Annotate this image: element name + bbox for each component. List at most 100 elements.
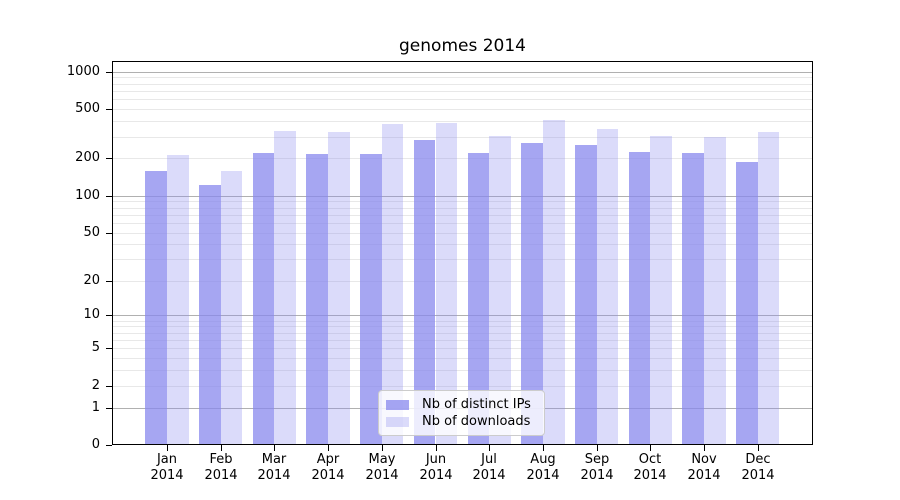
bar-downloads [542,120,565,444]
bars-layer [112,61,813,445]
y-axis-tick-label: 2 [91,378,100,393]
legend-swatch-downloads [386,417,409,427]
x-axis-tick-label: Aug 2014 [526,452,560,483]
bar-downloads [167,154,189,444]
bar-distinct-ips [574,144,597,444]
minor-gridline [113,358,812,359]
bar-distinct-ips [252,152,275,444]
bar-distinct-ips [628,151,651,444]
legend: Nb of distinct IPs Nb of downloads [378,390,545,436]
bar-distinct-ips [521,142,543,444]
y-axis-tick-label: 5 [91,340,100,355]
bar-distinct-ips [736,162,758,444]
bar-downloads [220,171,243,444]
x-tick [489,445,490,451]
bar-distinct-ips [145,171,167,444]
y-axis-tick-label: 500 [75,101,100,116]
x-tick [328,445,329,451]
minor-gridline [113,333,812,334]
minor-gridline [113,223,812,224]
x-tick [704,445,705,451]
minor-gridline [113,137,812,138]
legend-label-distinct-ips: Nb of distinct IPs [422,397,531,412]
bar-downloads [381,124,404,444]
bar-downloads [328,131,350,444]
bar-distinct-ips [199,185,221,444]
y-tick [106,408,112,409]
x-tick [758,445,759,451]
bar-downloads [435,122,458,444]
minor-gridline [113,91,812,92]
bar-downloads [757,131,780,444]
y-tick [106,158,112,159]
minor-gridline [113,201,812,202]
x-axis-tick-label: Nov 2014 [687,452,721,483]
legend-item-distinct-ips: Nb of distinct IPs [386,397,536,413]
minor-gridline [113,84,812,85]
plot-area [112,61,813,445]
minor-gridline [113,259,812,260]
minor-gridline [113,109,812,110]
minor-gridline [113,99,812,100]
y-tick [106,386,112,387]
x-tick [274,445,275,451]
y-tick [106,348,112,349]
x-axis-tick-label: Jan 2014 [150,452,184,483]
minor-gridline [113,281,812,282]
y-axis-tick-label: 200 [75,150,100,165]
y-axis-tick-label: 20 [83,273,100,288]
x-axis-tick-label: Apr 2014 [311,452,345,483]
y-axis-tick-label: 10 [83,307,100,322]
y-tick [106,72,112,73]
x-tick [436,445,437,451]
legend-label-downloads: Nb of downloads [422,414,531,429]
y-axis-tick-label: 1 [91,400,100,415]
legend-item-downloads: Nb of downloads [386,414,536,430]
bar-downloads [650,136,672,444]
x-tick [650,445,651,451]
minor-gridline [113,121,812,122]
bar-downloads [704,136,726,444]
major-gridline [113,315,812,316]
bar-distinct-ips [413,140,436,444]
minor-gridline [113,326,812,327]
minor-gridline [113,370,812,371]
bar-distinct-ips [360,154,382,444]
y-axis-tick-label: 0 [91,437,100,452]
major-gridline [113,72,812,73]
minor-gridline [113,158,812,159]
x-axis-tick-label: Feb 2014 [204,452,238,483]
y-axis-tick-label: 1000 [66,64,100,79]
x-axis-tick-label: May 2014 [365,452,399,483]
gridlines-layer [112,61,813,445]
minor-gridline [113,244,812,245]
chart-title: genomes 2014 [399,36,526,56]
x-axis-tick-label: Jul 2014 [472,452,506,483]
y-tick [106,109,112,110]
y-tick [106,233,112,234]
minor-gridline [113,321,812,322]
x-axis-tick-label: Oct 2014 [633,452,667,483]
bar-downloads [489,136,511,444]
x-tick [543,445,544,451]
x-axis-tick-label: Jun 2014 [419,452,453,483]
minor-gridline [113,208,812,209]
y-tick [106,315,112,316]
minor-gridline [113,77,812,78]
bar-distinct-ips [682,153,704,444]
y-axis-tick-label: 100 [75,188,100,203]
bar-distinct-ips [467,152,490,444]
x-tick [382,445,383,451]
y-axis-tick-label: 50 [83,225,100,240]
x-axis-tick-label: Mar 2014 [257,452,291,483]
y-tick [106,445,112,446]
minor-gridline [113,215,812,216]
x-tick [597,445,598,451]
bar-distinct-ips [306,154,329,444]
minor-gridline [113,340,812,341]
major-gridline [113,196,812,197]
minor-gridline [113,233,812,234]
x-axis-tick-label: Sep 2014 [580,452,614,483]
y-tick [106,281,112,282]
